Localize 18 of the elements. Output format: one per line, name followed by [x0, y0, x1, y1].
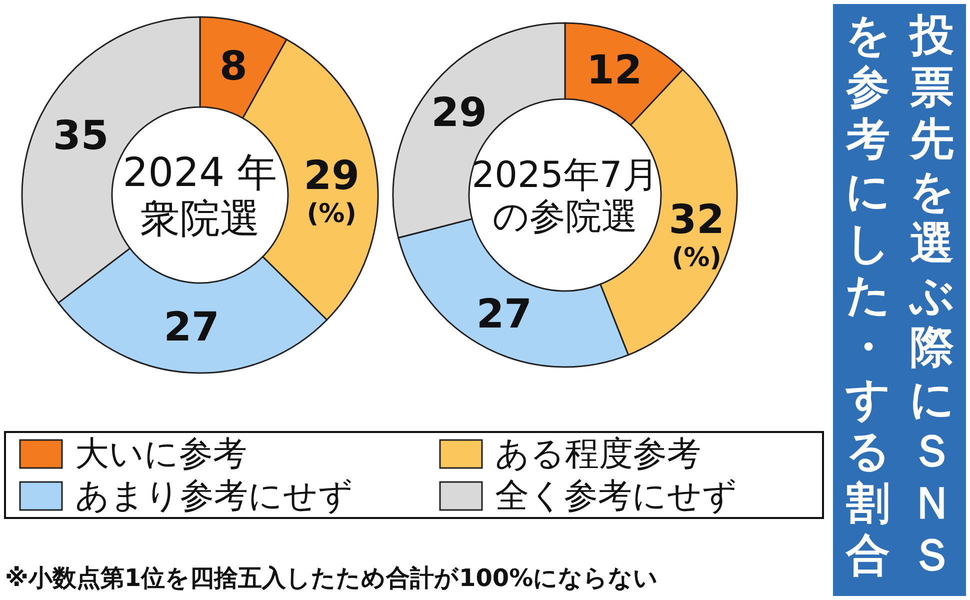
- legend-label: あまり参考にせず: [75, 476, 353, 516]
- data-label: 12: [586, 47, 642, 94]
- data-label: 29: [304, 153, 360, 200]
- text: (%): [306, 199, 357, 230]
- legend-label: 全く参考にせず: [495, 476, 737, 516]
- text: 2024 年衆院選: [122, 150, 278, 242]
- data-label: 8: [219, 43, 248, 90]
- data-label: 27: [476, 291, 532, 338]
- text: ※小数点第1位を四捨五入したため合計が100%にならない: [5, 564, 658, 592]
- data-label: 32: [668, 197, 724, 244]
- legend-label: 大いに参考: [75, 434, 247, 474]
- text: (%): [672, 243, 722, 274]
- legend-label: ある程度参考: [495, 434, 701, 474]
- text: 2025年7月の参院選: [472, 154, 658, 238]
- text: 投票先を選ぶ際にＳＮＳを参考にした・する割合: [846, 10, 954, 581]
- data-label: 35: [52, 112, 109, 159]
- data-label: 29: [431, 90, 487, 136]
- data-label: 27: [164, 304, 220, 351]
